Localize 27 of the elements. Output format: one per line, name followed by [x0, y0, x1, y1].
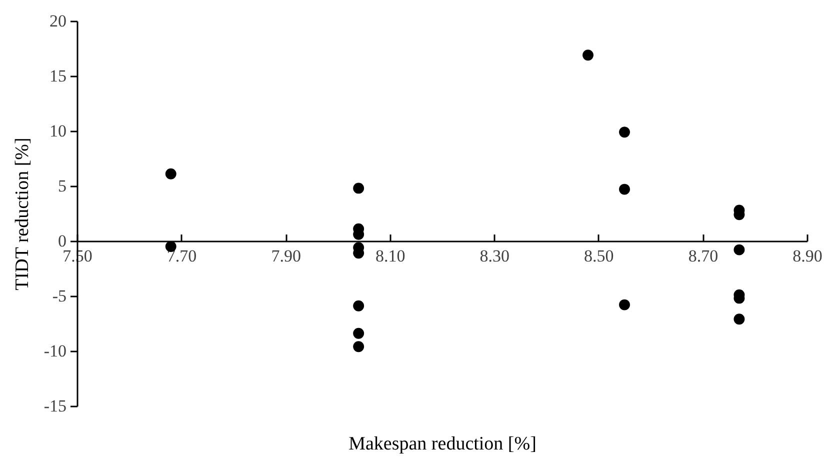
point [353, 182, 364, 194]
point [353, 300, 364, 312]
y-tick-label: 0 [58, 232, 66, 250]
y-tick-label: 10 [50, 122, 66, 140]
y-tick-label: 20 [50, 12, 66, 30]
point [353, 341, 364, 352]
point [619, 184, 630, 195]
x-tick-label: 8.10 [375, 246, 406, 266]
point [619, 299, 630, 310]
y-tick-label: 15 [50, 66, 66, 86]
x-tick-label: 7.90 [271, 246, 301, 266]
y-tick-label: -15 [44, 396, 66, 416]
y-tick-label: -10 [44, 342, 66, 360]
point [734, 314, 745, 325]
point [734, 244, 745, 256]
y-tick-label: -5 [52, 286, 66, 306]
point [582, 50, 594, 61]
x-axis-title: Makespan reduction [%] [348, 434, 536, 454]
x-tick-label: 8.50 [584, 246, 614, 266]
x-tick-label: 8.90 [792, 246, 822, 266]
x-tick-label: 8.30 [480, 246, 510, 266]
point [165, 168, 176, 180]
point [619, 126, 630, 138]
y-axis-title: TIDT reduction [%] [12, 138, 33, 290]
x-tick-label: 8.70 [688, 246, 718, 266]
y-tick-label: 5 [58, 176, 66, 196]
point [353, 328, 364, 339]
